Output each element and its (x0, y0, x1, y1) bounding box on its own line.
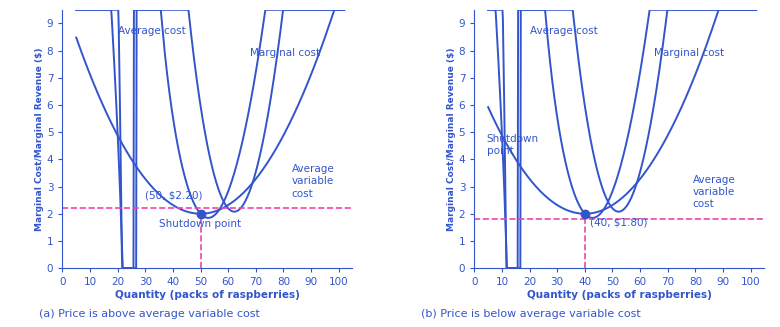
X-axis label: Quantity (packs of raspberries): Quantity (packs of raspberries) (527, 290, 712, 300)
Text: (50, $2.20): (50, $2.20) (145, 191, 203, 201)
Text: Average
variable
cost: Average variable cost (292, 164, 335, 198)
Text: Marginal cost: Marginal cost (654, 48, 724, 58)
Y-axis label: Marginal Cost/Marginal Revenue ($): Marginal Cost/Marginal Revenue ($) (447, 47, 456, 231)
Text: Average
variable
cost: Average variable cost (693, 175, 736, 209)
Text: Shutdown point: Shutdown point (159, 219, 241, 229)
Y-axis label: Marginal Cost/Marginal Revenue ($): Marginal Cost/Marginal Revenue ($) (35, 47, 44, 231)
Text: Marginal cost: Marginal cost (250, 48, 321, 58)
Text: Average cost: Average cost (530, 26, 597, 36)
Text: (40, $1.80): (40, $1.80) (590, 218, 648, 228)
Text: (b) Price is below average variable cost: (b) Price is below average variable cost (421, 309, 641, 319)
Text: (a) Price is above average variable cost: (a) Price is above average variable cost (39, 309, 260, 319)
Text: Shutdown
point: Shutdown point (487, 133, 539, 156)
Text: Average cost: Average cost (118, 26, 186, 36)
X-axis label: Quantity (packs of raspberries): Quantity (packs of raspberries) (115, 290, 300, 300)
